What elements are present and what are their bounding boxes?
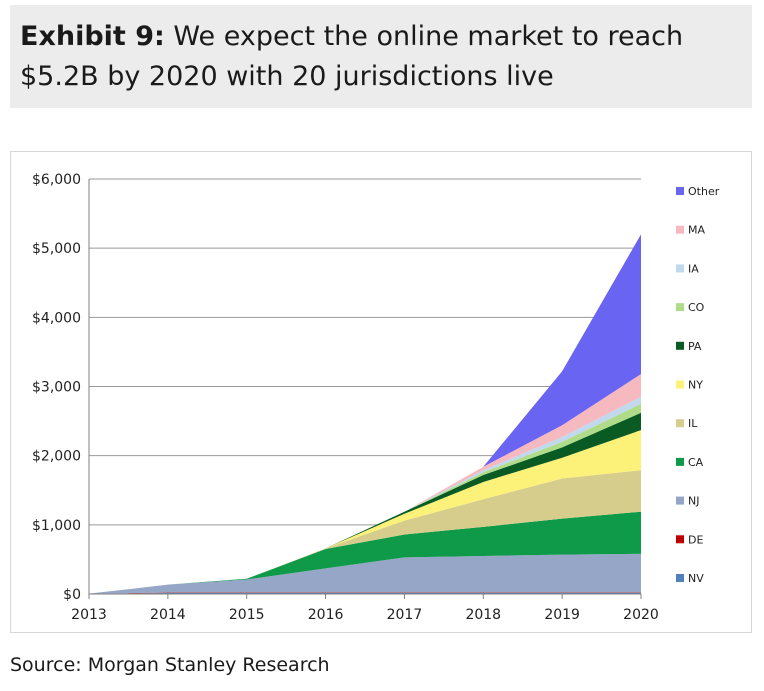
title-line-2: $5.2B by 2020 with 20 jurisdictions live (20, 61, 554, 92)
x-tick-label: 2020 (623, 607, 659, 623)
legend-label-ma: MA (688, 224, 705, 237)
area-ca (89, 511, 641, 594)
legend-swatch-other (676, 187, 684, 195)
legend-label-other: Other (688, 185, 720, 198)
y-tick-label: $0 (63, 587, 81, 603)
legend-label-de: DE (688, 533, 703, 546)
legend-label-ca: CA (688, 456, 704, 469)
legend-label-il: IL (688, 417, 698, 430)
legend-label-pa: PA (688, 340, 702, 353)
legend-swatch-pa (676, 341, 684, 350)
legend-swatch-co (676, 303, 684, 312)
legend-label-co: CO (688, 301, 705, 314)
title-line-1: We expect the online market to reach (173, 21, 684, 52)
y-tick-label: $4,000 (32, 310, 81, 326)
area-de (89, 592, 641, 594)
x-tick-label: 2019 (544, 607, 580, 623)
y-tick-label: $5,000 (32, 241, 81, 257)
legend-label-ny: NY (688, 379, 703, 392)
y-tick-label: $3,000 (32, 380, 81, 396)
stacked-area-chart: $0 $1,000 $2,000 $3,000 $4,000 $5,000 $6,000 20… (32, 172, 720, 623)
y-tick-label: $1,000 (32, 518, 81, 534)
legend-label-nj: NJ (688, 495, 699, 508)
chart-frame: $0 $1,000 $2,000 $3,000 $4,000 $5,000 $6,000 20… (10, 151, 752, 633)
legend-swatch-il (676, 419, 684, 428)
y-tick-label: $2,000 (32, 449, 81, 465)
legend-swatch-ma (676, 225, 684, 234)
legend-swatch-nv (676, 574, 684, 582)
exhibit-header: Exhibit 9: We expect the online market t… (10, 5, 752, 108)
legend-label-nv: NV (688, 572, 704, 585)
area-il (89, 470, 641, 594)
source-note: Source: Morgan Stanley Research (10, 654, 330, 676)
area-other (89, 234, 641, 594)
x-tick-label: 2018 (465, 607, 501, 623)
legend-swatch-ia (676, 264, 684, 273)
x-tick-label: 2013 (71, 607, 107, 623)
x-tick-label: 2017 (387, 607, 423, 623)
exhibit-label: Exhibit 9: (20, 21, 165, 52)
x-tick-label: 2015 (229, 607, 265, 623)
legend-swatch-nj (676, 496, 684, 505)
legend-swatch-ny (676, 380, 684, 389)
legend-swatch-ca (676, 457, 684, 466)
x-tick-label: 2016 (308, 607, 344, 623)
y-tick-label: $6,000 (32, 172, 81, 188)
legend-swatch-de (676, 535, 684, 544)
x-tick-label: 2014 (150, 607, 186, 623)
chart-title: Exhibit 9: We expect the online market t… (20, 17, 683, 97)
area-nj (89, 553, 641, 594)
legend-label-ia: IA (688, 262, 699, 275)
